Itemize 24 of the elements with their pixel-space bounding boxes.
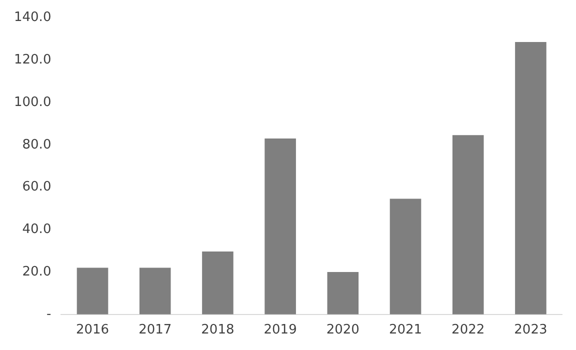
- bar: [390, 198, 422, 314]
- y-tick-label: -: [46, 306, 52, 322]
- y-tick-label: 40.0: [22, 222, 52, 238]
- y-tick-label: 60.0: [22, 180, 52, 195]
- bar: [327, 272, 359, 314]
- x-tick-label: 2019: [264, 322, 297, 338]
- y-tick-label: 100.0: [14, 94, 52, 110]
- bar: [264, 138, 296, 314]
- x-tick-label: 2017: [138, 322, 172, 338]
- x-tick-label: 2023: [514, 322, 548, 338]
- bar: [202, 251, 234, 314]
- y-tick-label: 140.0: [14, 10, 52, 26]
- x-tick-label: 2021: [388, 322, 422, 338]
- x-tick-label: 2016: [76, 322, 110, 338]
- bar: [139, 268, 171, 314]
- x-tick-label: 2022: [452, 322, 485, 338]
- x-tick-label: 2020: [326, 322, 360, 338]
- x-tick-label: 2018: [201, 322, 234, 338]
- bar: [76, 268, 108, 314]
- y-tick-label: 80.0: [22, 137, 52, 152]
- y-tick-label: 20.0: [22, 264, 52, 280]
- y-tick-label: 120.0: [14, 52, 52, 68]
- bar: [515, 42, 546, 314]
- bar: [452, 135, 484, 314]
